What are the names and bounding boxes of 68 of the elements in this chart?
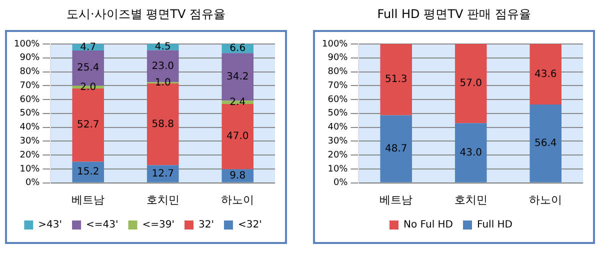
y-tick-label: 20% xyxy=(20,150,40,160)
y-tick-label: 80% xyxy=(20,67,40,78)
bar xyxy=(222,169,254,182)
data-label: 2.0 xyxy=(80,82,96,93)
y-tick-label: 50% xyxy=(328,108,348,119)
data-label: 48.7 xyxy=(384,143,408,154)
x-tick-label: 베트남 xyxy=(72,193,105,206)
y-tick-label: 10% xyxy=(328,164,348,174)
bar xyxy=(380,115,412,182)
legend-label: <=39' xyxy=(142,220,174,231)
legend-label: <32' xyxy=(238,220,262,231)
x-tick-label: 호치민 xyxy=(454,193,488,206)
legend-label: 32' xyxy=(198,220,214,231)
data-label: 4.7 xyxy=(80,42,96,53)
data-label: 58.8 xyxy=(152,118,174,130)
data-label: 23.0 xyxy=(152,60,174,72)
x-tick-label: 호치민 xyxy=(146,193,180,206)
data-label: 12.7 xyxy=(152,168,174,180)
y-tick-label: 70% xyxy=(328,80,348,91)
y-tick-label: 30% xyxy=(328,136,348,147)
y-tick-label: 0% xyxy=(333,178,348,188)
bar xyxy=(222,104,254,170)
y-tick-label: 80% xyxy=(328,67,348,78)
data-label: 15.2 xyxy=(76,166,100,178)
bar xyxy=(72,162,104,182)
data-label: 47.0 xyxy=(226,131,249,142)
bar xyxy=(454,123,487,182)
y-tick-label: 0% xyxy=(25,178,40,188)
data-label: 25.4 xyxy=(76,62,100,74)
y-tick-label: 100% xyxy=(14,39,40,50)
data-label: 52.7 xyxy=(76,120,100,131)
data-label: 6.6 xyxy=(230,43,246,54)
legend-label: >43' xyxy=(38,220,62,231)
x-tick-label: 하노이 xyxy=(221,193,254,206)
bar xyxy=(72,88,104,162)
y-tick-label: 60% xyxy=(20,94,40,105)
bar xyxy=(380,44,412,116)
bar xyxy=(530,104,562,182)
y-tick-label: 30% xyxy=(20,136,40,147)
chart-title: 도시·사이즈별 평면TV 점유율 xyxy=(66,6,226,23)
y-tick-label: 10% xyxy=(20,164,40,174)
legend-label: <=43' xyxy=(86,220,118,231)
legend-label: Full HD xyxy=(477,220,513,231)
data-label: 57.0 xyxy=(460,78,482,90)
data-label: 1.0 xyxy=(154,77,171,88)
data-label: 9.8 xyxy=(230,170,246,182)
data-label: 4.5 xyxy=(154,42,171,53)
legend-label: No Ful HD xyxy=(404,220,454,231)
bar xyxy=(530,44,562,105)
data-label: 34.2 xyxy=(226,71,249,82)
x-tick-label: 하노이 xyxy=(529,193,562,206)
y-tick-label: 100% xyxy=(322,39,348,50)
y-tick-label: 50% xyxy=(20,108,40,119)
y-tick-label: 90% xyxy=(20,53,40,64)
y-tick-label: 60% xyxy=(328,94,348,105)
data-label: 43.0 xyxy=(460,147,482,158)
x-tick-label: 베트남 xyxy=(380,193,413,206)
bar xyxy=(146,165,179,182)
y-tick-label: 40% xyxy=(328,122,348,133)
chart-title: Full HD 평면TV 판매 점유율 xyxy=(376,6,532,23)
bar xyxy=(454,44,487,124)
y-tick-label: 40% xyxy=(20,122,40,133)
data-label: 43.6 xyxy=(534,68,557,80)
data-label: 56.4 xyxy=(534,138,557,149)
y-tick-label: 20% xyxy=(328,150,348,160)
y-tick-label: 90% xyxy=(328,53,348,64)
y-tick-label: 70% xyxy=(20,80,40,91)
data-label: 51.3 xyxy=(384,74,408,86)
